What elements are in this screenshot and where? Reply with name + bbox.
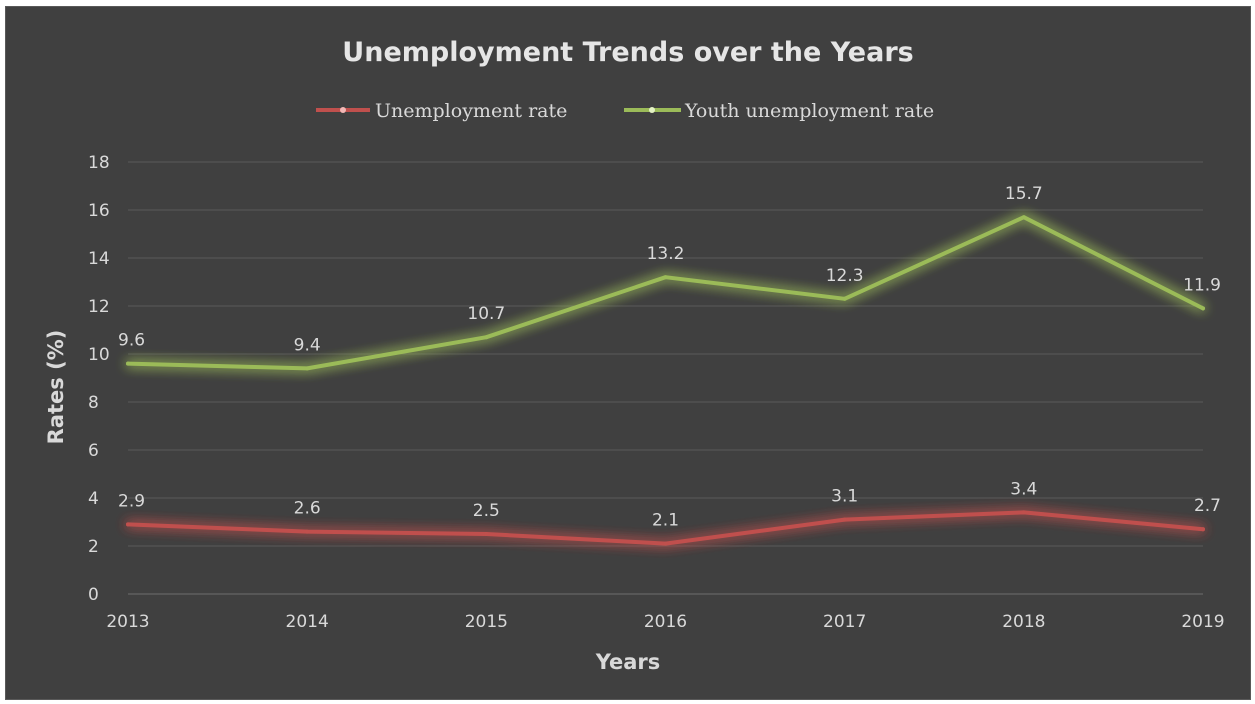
line-chart: Unemployment Trends over the Years Unemp… [44,37,1225,674]
data-point [1201,306,1205,311]
data-label: 2.9 [118,491,145,511]
legend-item-youth-unemployment[interactable]: Youth unemployment rate [624,100,934,122]
legend-label-youth-unemployment: Youth unemployment rate [684,100,934,122]
data-point [305,366,310,371]
data-label: 9.4 [294,335,321,355]
x-tick-label: 2019 [1181,612,1224,632]
x-tick-label: 2013 [106,612,149,632]
data-point [1201,527,1205,532]
legend-marker-youth-unemployment [649,107,655,113]
y-tick-label: 18 [88,153,110,173]
x-tick-label: 2015 [465,612,508,632]
data-label: 12.3 [826,266,864,286]
data-point [126,361,130,366]
data-label: 11.9 [1183,275,1221,295]
y-tick-label: 8 [88,393,99,413]
data-labels: 2.9 2.6 2.5 2.1 3.1 3.4 2.7 9.6 9.4 10.7 13.2 12.3 1… [118,184,1221,530]
data-label: 2.7 [1194,496,1221,516]
series-line-youth-unemployment [126,215,1205,371]
data-point [484,532,489,536]
data-label: 2.6 [294,499,321,519]
data-label: 13.2 [647,244,685,264]
y-tick-label: 16 [88,201,110,221]
data-point [484,335,489,340]
data-label: 2.5 [473,501,500,521]
chart-title: Unemployment Trends over the Years [342,37,913,68]
y-tick-label: 0 [88,585,99,605]
x-tick-label: 2014 [286,612,329,632]
y-tick-label: 12 [88,297,110,317]
data-label: 3.1 [831,487,858,507]
x-axis-title: Years [595,650,661,674]
legend-item-unemployment[interactable]: Unemployment rate [316,100,567,122]
y-tick-label: 10 [88,345,110,365]
y-tick-label: 14 [88,249,110,269]
series-layer [126,215,1205,546]
legend-label-unemployment: Unemployment rate [375,100,567,122]
gridlines [128,161,1203,595]
x-tick-label: 2017 [823,612,866,632]
data-label: 10.7 [467,304,505,324]
data-label: 9.6 [118,331,145,351]
y-tick-label: 4 [88,489,99,509]
data-point [842,296,847,301]
y-tick-label: 6 [88,441,99,461]
data-point [663,275,668,280]
x-tick-label: 2018 [1002,612,1045,632]
data-point [126,522,130,527]
chart-area: Unemployment Trends over the Years Unemp… [5,6,1251,700]
data-label: 2.1 [652,511,679,531]
data-point [305,529,310,534]
x-tick-label: 2016 [644,612,687,632]
data-point [842,517,847,522]
y-axis-ticks: 0 2 4 6 8 10 12 14 16 18 [88,153,110,605]
legend-marker-unemployment [340,107,346,113]
data-label: 3.4 [1010,479,1037,499]
data-point [1021,510,1026,515]
data-point [663,541,668,546]
data-label: 15.7 [1005,184,1043,204]
data-point [1021,215,1026,220]
x-axis-ticks: 2013 2014 2015 2016 2017 2018 2019 [106,612,1224,632]
legend: Unemployment rate Youth unemployment rat… [316,100,934,122]
y-tick-label: 2 [88,537,99,557]
y-axis-title: Rates (%) [44,330,68,445]
